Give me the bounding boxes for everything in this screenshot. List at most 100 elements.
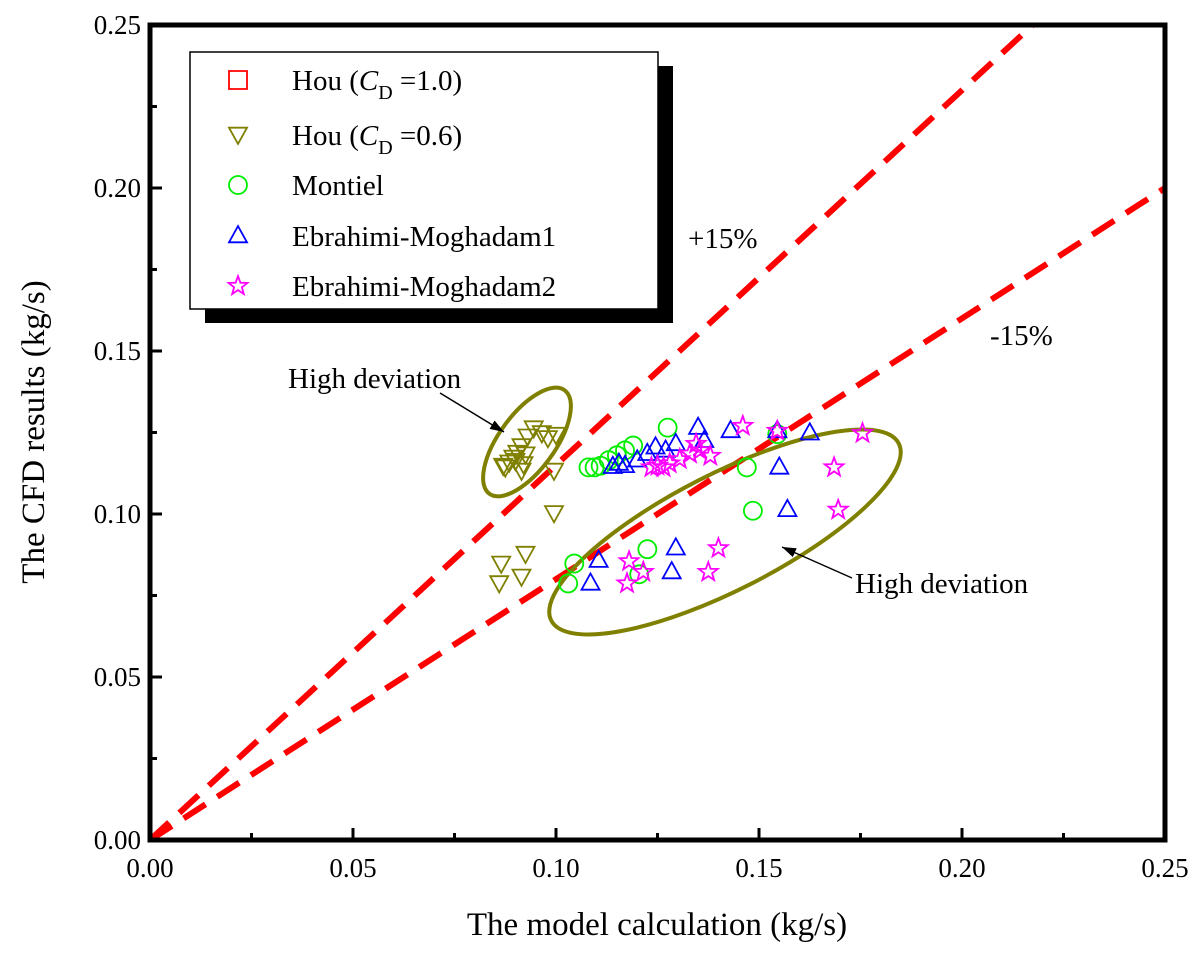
data-point [510,568,533,588]
data-point [578,457,599,478]
series-2 [558,417,788,594]
data-point [766,419,788,439]
data-point [512,456,535,476]
data-point [558,573,579,594]
data-point [494,459,516,479]
data-point [636,441,658,461]
data-point [768,455,790,475]
legend-label-hou-cd-1: Hou (CD =1.0) [292,65,462,104]
data-point [730,413,755,437]
high-deviation-arrow-lower [781,546,853,579]
data-point [655,438,677,458]
data-markers [488,413,875,595]
data-point [631,559,656,583]
x-tick-label: 0.10 [532,853,579,883]
legend-label-ebrahimi-moghadam2: Ebrahimi-Moghadam2 [292,271,556,303]
data-point [665,432,687,452]
data-point [850,420,875,444]
data-point [661,560,683,580]
x-tick-label: 0.25 [1141,853,1188,883]
legend-symbol [226,273,250,297]
data-point [517,428,539,448]
data-point [799,421,821,441]
y-tick-label: 0.20 [94,173,141,203]
y-axis-title: The CFD results (kg/s) [16,280,52,583]
data-point [543,462,565,482]
plus-15-percent-label: +15% [688,223,758,255]
data-point [617,548,642,572]
data-point [678,441,702,464]
data-point [564,553,585,574]
legend-symbol [227,224,249,244]
y-tick-label: 0.25 [94,10,141,40]
data-point [514,545,537,565]
data-point [543,505,565,525]
legend-box [189,51,659,310]
data-point [623,435,644,456]
y-tick-label: 0.05 [94,662,141,692]
data-point [822,454,847,478]
data-point [688,437,713,461]
minus-15-percent-line [150,185,1165,840]
data-point [776,498,798,517]
high-deviation-label-upper: High deviation [288,363,462,395]
data-point [767,424,788,445]
x-tick-label: 0.05 [329,853,376,883]
data-point [488,575,510,595]
high-deviation-ellipse-lower [547,427,903,637]
legend-label-hou-cd-06: Hou (CD =0.6) [292,120,462,159]
high-deviation-arrow-upper [439,392,505,433]
data-point [696,559,721,583]
data-point [736,457,757,478]
legend-symbols [226,70,250,297]
data-point [490,555,512,575]
data-point [698,443,723,467]
data-point [615,570,640,594]
data-point [579,571,602,591]
legend-symbol [228,175,248,195]
x-axis-title: The model calculation (kg/s) [467,907,847,943]
legend-label-ebrahimi-moghadam1: Ebrahimi-Moghadam1 [292,221,556,253]
data-point [514,446,537,466]
legend-label-montiel: Montiel [292,170,384,202]
y-tick-label: 0.00 [94,825,141,855]
data-point [510,462,533,482]
series-3 [579,415,821,591]
data-point [665,536,687,556]
legend-symbol [227,126,249,146]
data-point [608,451,630,471]
data-point [637,539,658,560]
data-point [602,454,624,474]
axis-ticks: 0.00 0.05 0.10 0.15 0.20 0.25 0.00 0.05 0.10 0.15… [94,10,1189,883]
data-point [626,448,648,468]
data-point [720,419,742,439]
minus-15-percent-label: -15% [990,320,1053,352]
data-point [743,500,763,521]
data-point [765,418,790,442]
data-point [492,457,514,477]
plus-15-percent-line [150,25,1038,840]
y-tick-label: 0.10 [94,499,141,529]
high-deviation-label-lower: High deviation [855,568,1029,600]
series-4 [615,413,875,594]
data-point [657,417,678,438]
legend: Hou (CD =1.0) Hou (CD =0.6) Montiel Ebra… [189,51,673,323]
data-point [667,446,692,470]
series-1 [488,420,567,595]
data-point [706,535,731,559]
data-point [687,415,709,435]
x-tick-label: 0.20 [938,853,985,883]
data-point [531,425,553,445]
legend-symbol [228,70,248,90]
x-tick-label: 0.00 [126,853,173,883]
reference-lines [150,25,1165,840]
data-point [644,435,667,455]
data-point [684,431,709,455]
data-point [588,548,610,568]
x-tick-label: 0.15 [735,853,782,883]
high-deviation-ellipse-upper [481,385,573,499]
y-tick-label: 0.15 [94,336,141,366]
data-point [523,420,545,440]
data-point [826,497,851,520]
